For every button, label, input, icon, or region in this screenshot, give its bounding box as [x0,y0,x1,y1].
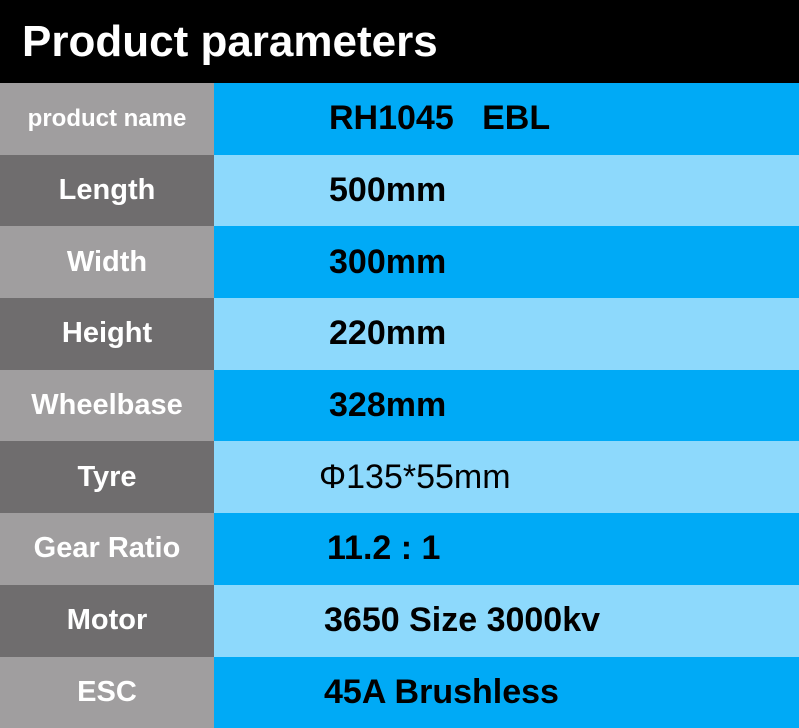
row-label: Wheelbase [0,369,214,442]
row-value: Φ135*55mm [214,441,799,514]
table-row: product name RH1045 EBL [0,83,799,155]
row-label: Motor [0,584,214,657]
row-value: 45A Brushless [214,656,799,728]
row-value: 328mm [214,369,799,442]
row-value: 11.2 : 1 [214,513,799,585]
row-label: Gear Ratio [0,513,214,585]
table-row: Tyre Φ135*55mm [0,441,799,514]
row-label: ESC [0,656,214,728]
row-label: Height [0,298,214,370]
row-value: 500mm [214,154,799,227]
row-value: RH1045 EBL [214,83,799,155]
table-row: Gear Ratio 11.2 : 1 [0,513,799,585]
page-title: Product parameters [0,0,799,83]
row-label: Length [0,154,214,227]
row-value: 3650 Size 3000kv [214,584,799,657]
table-row: Width 300mm [0,226,799,299]
row-value: 220mm [214,298,799,370]
table-row: Height 220mm [0,298,799,370]
table-row: ESC 45A Brushless [0,656,799,728]
row-value: 300mm [214,226,799,299]
row-label: Width [0,226,214,299]
table-row: Length 500mm [0,154,799,227]
parameters-table: product name RH1045 EBL Length 500mm Width… [0,83,799,728]
table-row: Wheelbase 328mm [0,369,799,442]
row-label: Tyre [0,441,214,514]
row-label: product name [0,83,214,155]
table-row: Motor 3650 Size 3000kv [0,584,799,657]
